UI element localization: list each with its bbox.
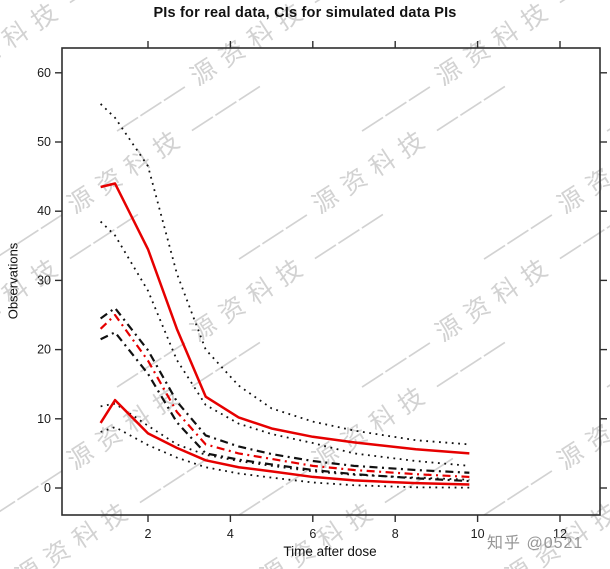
y-tick-label: 20 xyxy=(37,343,51,357)
x-tick-label: 2 xyxy=(145,527,152,541)
y-tick-label: 40 xyxy=(37,204,51,218)
y-tick-label: 10 xyxy=(37,412,51,426)
series-upper-pi-ci-lower-simulated xyxy=(99,220,470,467)
series-upper-pi-real-data xyxy=(100,182,470,455)
series-median-ci-upper-simulated xyxy=(99,306,470,474)
series-median-real-data xyxy=(99,313,470,479)
y-tick-label: 60 xyxy=(37,66,51,80)
series-lower-pi-ci-upper-simulated xyxy=(100,402,470,481)
series-upper-pi-ci-upper-simulated xyxy=(99,103,470,446)
x-tick-label: 10 xyxy=(471,527,485,541)
y-tick-label: 50 xyxy=(37,135,51,149)
series-median-ci-lower-simulated xyxy=(100,331,470,483)
x-tick-label: 12 xyxy=(553,527,567,541)
plot-title: PIs for real data, CIs for simulated dat… xyxy=(153,5,457,21)
y-tick-label: 0 xyxy=(44,481,51,495)
y-tick-label: 30 xyxy=(37,273,51,287)
watermark-credit: 知乎 @0521 xyxy=(487,535,584,552)
x-tick-label: 4 xyxy=(227,527,234,541)
x-axis-label: Time after dose xyxy=(283,544,377,559)
x-tick-label: 8 xyxy=(392,527,399,541)
x-tick-label: 6 xyxy=(309,527,316,541)
series-lower-pi-real-data xyxy=(99,398,470,486)
series-lower-pi-ci-lower-simulated xyxy=(100,426,470,489)
plot-frame xyxy=(61,47,601,516)
y-axis-label: Observations xyxy=(5,242,21,320)
